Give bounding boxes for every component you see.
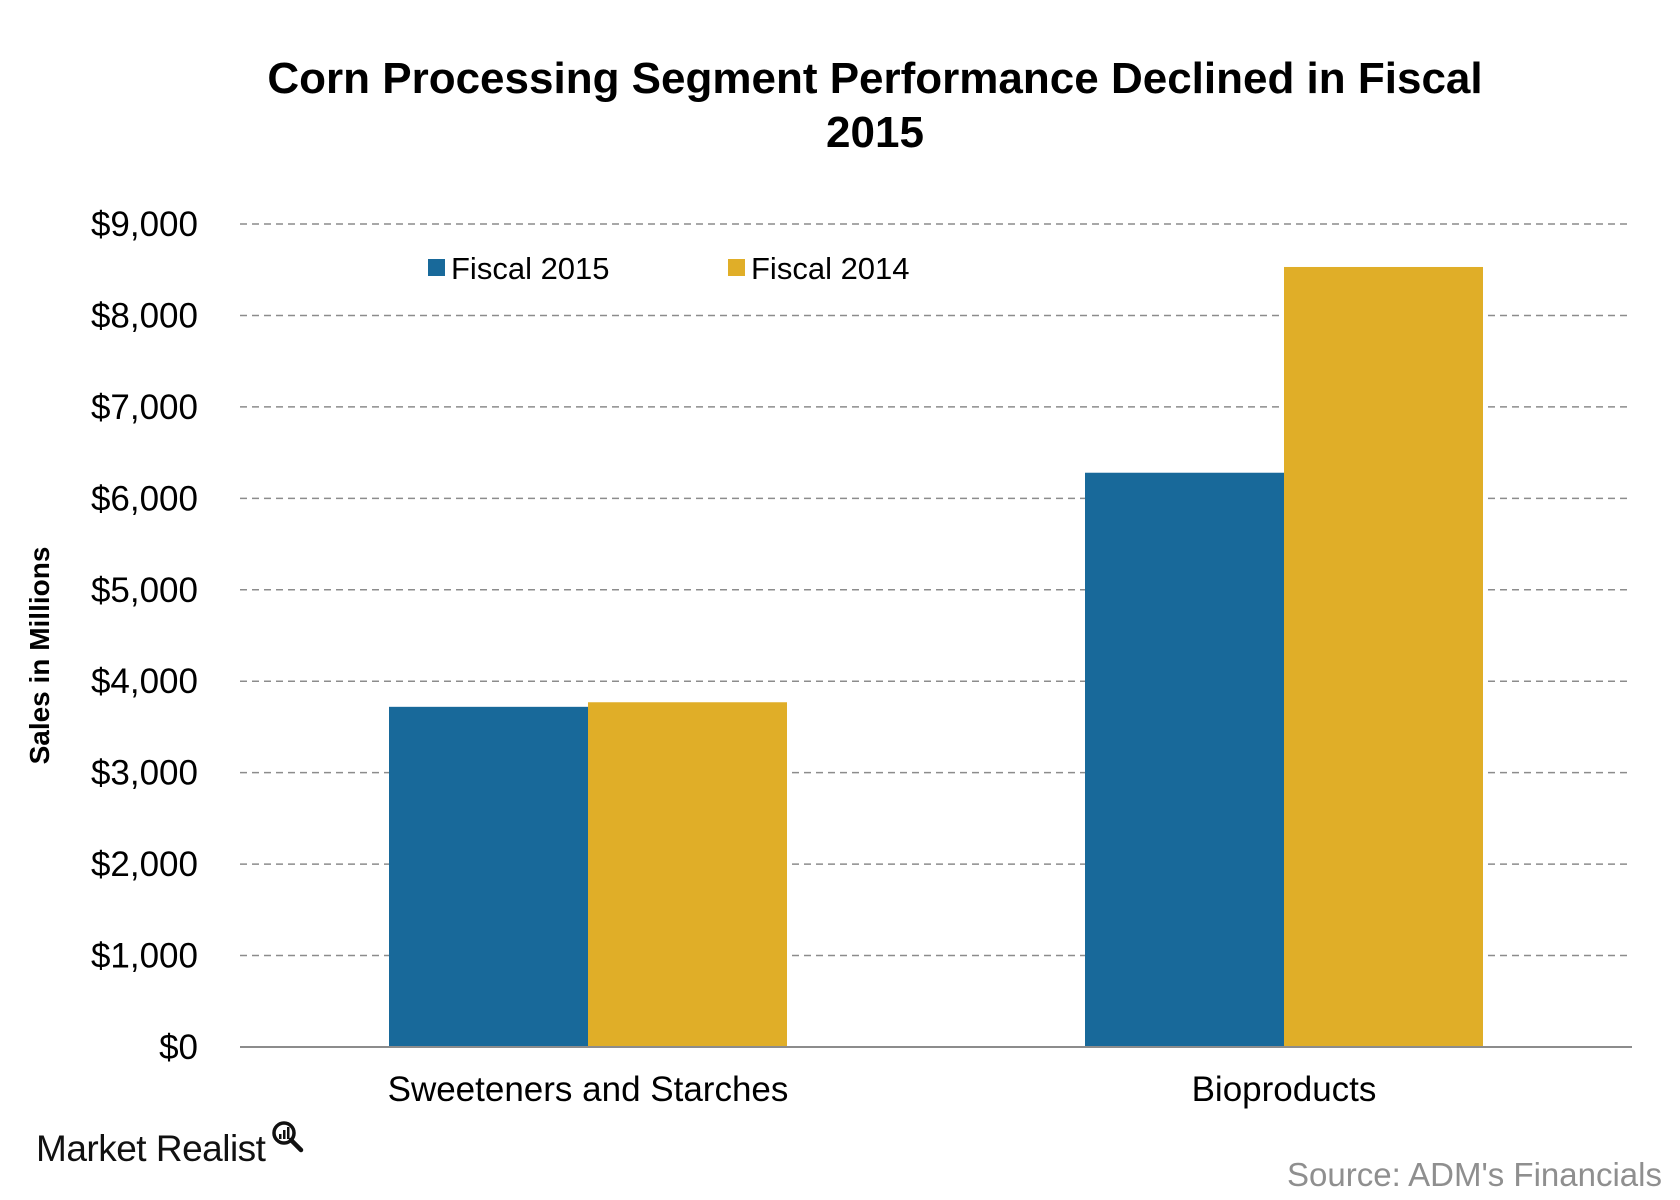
bars — [389, 266, 1483, 1047]
bar — [1085, 472, 1284, 1047]
y-tick-label: $2,000 — [91, 845, 198, 884]
chart-title-line-1: Corn Processing Segment Performance Decl… — [267, 54, 1483, 103]
bar — [588, 702, 787, 1047]
legend-label: Fiscal 2015 — [451, 251, 610, 286]
legend-swatch — [728, 259, 745, 276]
category-label: Sweeteners and Starches — [388, 1070, 789, 1109]
legend-label: Fiscal 2014 — [751, 251, 910, 286]
legend-swatch — [428, 259, 445, 276]
chart-title-line-2: 2015 — [826, 108, 924, 157]
source-note: Source: ADM's Financials — [1287, 1156, 1662, 1193]
y-tick-label: $1,000 — [91, 937, 198, 976]
y-tick-label: $4,000 — [91, 662, 198, 701]
y-tick-label: $6,000 — [91, 479, 198, 518]
y-tick-label: $9,000 — [91, 205, 198, 244]
bar — [1284, 266, 1483, 1047]
y-tick-label: $8,000 — [91, 296, 198, 335]
brand-logo-text: Market Realist — [36, 1128, 266, 1169]
magnifier-icon — [272, 1121, 304, 1153]
y-axis-title: Sales in Millions — [24, 547, 55, 765]
brand-logo: Market Realist — [36, 1121, 304, 1170]
legend: Fiscal 2015 Fiscal 2014 — [428, 251, 910, 286]
y-tick-label: $5,000 — [91, 571, 198, 610]
y-tick-label: $0 — [159, 1028, 198, 1067]
bar — [389, 706, 588, 1047]
category-label: Bioproducts — [1192, 1070, 1377, 1109]
y-tick-label: $7,000 — [91, 388, 198, 427]
labels: $0 $1,000 $2,000 $3,000 $4,000 $5,000 $6,000 $7… — [24, 205, 1376, 1109]
y-tick-label: $3,000 — [91, 754, 198, 793]
chart-title: Corn Processing Segment Performance Decl… — [140, 52, 1610, 160]
